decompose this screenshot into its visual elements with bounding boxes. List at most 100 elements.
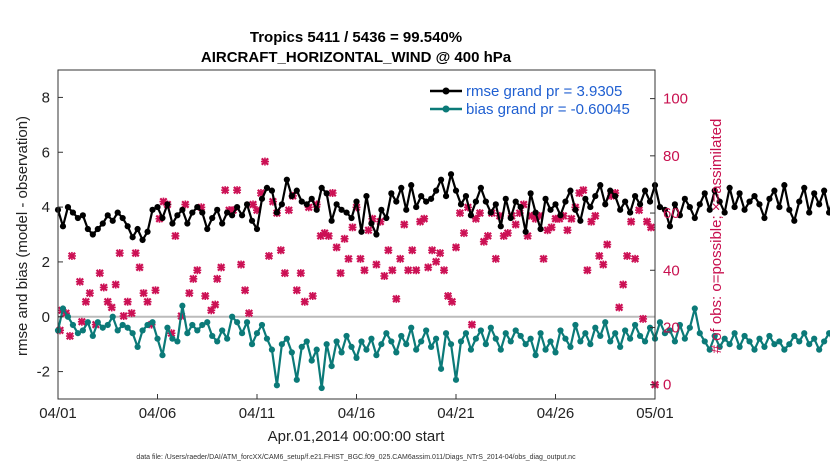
bias-data-point — [403, 341, 410, 348]
rmse-data-point — [507, 214, 514, 222]
rmse-data-point — [437, 176, 445, 183]
obs-assimilated-point — [201, 292, 210, 301]
rmse-data-point — [109, 217, 116, 224]
bias-data-point — [711, 332, 718, 340]
obs-assimilated-point — [127, 309, 136, 318]
bias-data-point — [801, 330, 808, 337]
rmse-data-point — [74, 214, 81, 222]
bias-data-point — [686, 324, 693, 331]
x-tick-label: 04/21 — [437, 405, 475, 422]
bias-data-point — [487, 324, 494, 331]
obs-assimilated-point — [372, 260, 381, 269]
obs-assimilated-point — [292, 286, 301, 295]
bias-data-point — [676, 321, 683, 329]
rmse-data-point — [363, 193, 370, 200]
bias-data-point — [497, 346, 504, 353]
rmse-data-point — [462, 193, 470, 200]
bias-data-point — [607, 338, 614, 345]
bias-series-line — [56, 304, 830, 390]
bias-data-point — [751, 346, 758, 353]
rmse-data-point — [258, 195, 266, 202]
obs-assimilated-point — [213, 274, 222, 283]
y-right-tick-label: 100 — [663, 91, 688, 108]
bias-data-point — [114, 327, 121, 334]
bias-data-point — [328, 363, 335, 370]
bias-data-point — [447, 341, 455, 348]
obs-assimilated-point — [249, 200, 258, 209]
obs-assimilated-point — [503, 229, 512, 238]
rmse-data-point — [477, 184, 484, 191]
obs-assimilated-point — [448, 297, 457, 306]
rmse-data-point — [811, 190, 818, 197]
series-layer — [54, 171, 830, 392]
bias-data-point — [761, 343, 768, 351]
bias-data-point — [408, 324, 415, 331]
rmse-data-point — [169, 220, 176, 227]
bias-data-point — [313, 346, 320, 353]
rmse-data-point — [442, 193, 450, 200]
obs-assimilated-point — [440, 266, 449, 275]
rmse-data-point — [119, 214, 126, 222]
bias-data-point — [378, 341, 385, 348]
rmse-data-point — [134, 225, 141, 233]
rmse-data-point — [686, 203, 693, 211]
obs-assimilated-point — [85, 289, 94, 298]
obs-assimilated-point — [623, 251, 632, 260]
rmse-data-point — [716, 198, 723, 205]
obs-assimilated-point — [284, 206, 293, 215]
obs-assimilated-point — [356, 254, 365, 263]
obs-assimilated-point — [400, 220, 409, 229]
rmse-data-point — [492, 201, 499, 208]
rmse-data-point — [273, 209, 280, 216]
rmse-data-point — [224, 209, 231, 216]
legend-rmse-label: rmse grand pr = 3.9305 — [466, 83, 622, 100]
obs-assimilated-point — [479, 237, 488, 246]
obs-assimilated-point — [143, 297, 152, 306]
bias-data-point — [821, 338, 828, 345]
obs-assimilated-point — [396, 254, 405, 263]
bias-data-point — [323, 341, 330, 348]
bias-data-point — [701, 338, 708, 345]
bias-data-point — [522, 341, 529, 348]
obs-assimilated-point — [221, 186, 230, 195]
bias-data-point — [442, 330, 450, 337]
bias-data-point — [587, 341, 594, 348]
bias-data-point — [234, 319, 241, 326]
obs-assimilated-point — [189, 274, 198, 283]
y-tick-label: -2 — [37, 364, 50, 381]
bias-data-point — [457, 338, 465, 345]
bias-data-point — [467, 346, 475, 353]
bias-data-point — [398, 332, 405, 340]
obs-assimilated-point — [107, 303, 116, 312]
obs-assimilated-point — [639, 314, 648, 323]
rmse-data-point — [144, 228, 151, 235]
rmse-data-point — [472, 198, 479, 205]
bias-data-point — [502, 330, 509, 337]
rmse-data-point — [691, 214, 698, 222]
bias-data-point — [542, 346, 549, 353]
obs-assimilated-point — [131, 249, 140, 258]
rmse-data-point — [313, 206, 320, 213]
obs-assimilated-point — [276, 246, 285, 255]
rmse-data-point — [711, 187, 718, 194]
rmse-data-point — [746, 198, 753, 205]
obs-assimilated-point — [139, 289, 148, 298]
rmse-data-point — [786, 206, 793, 213]
bias-data-point — [393, 349, 400, 356]
obs-assimilated-point — [119, 312, 128, 321]
rmse-data-point — [199, 209, 206, 216]
rmse-data-point — [452, 187, 460, 194]
rmse-data-point — [587, 203, 594, 211]
rmse-data-point — [433, 187, 440, 194]
rmse-data-point — [731, 203, 738, 211]
bias-data-point — [174, 338, 181, 345]
obs-assimilated-point — [241, 286, 250, 295]
bias-data-point — [383, 330, 390, 337]
obs-assimilated-point — [328, 189, 337, 198]
rmse-data-point — [428, 195, 435, 202]
obs-assimilated-point — [459, 229, 468, 238]
bias-data-point — [388, 338, 395, 345]
bias-data-point — [199, 321, 206, 329]
bias-data-point — [104, 321, 111, 329]
bias-data-point — [99, 324, 106, 331]
